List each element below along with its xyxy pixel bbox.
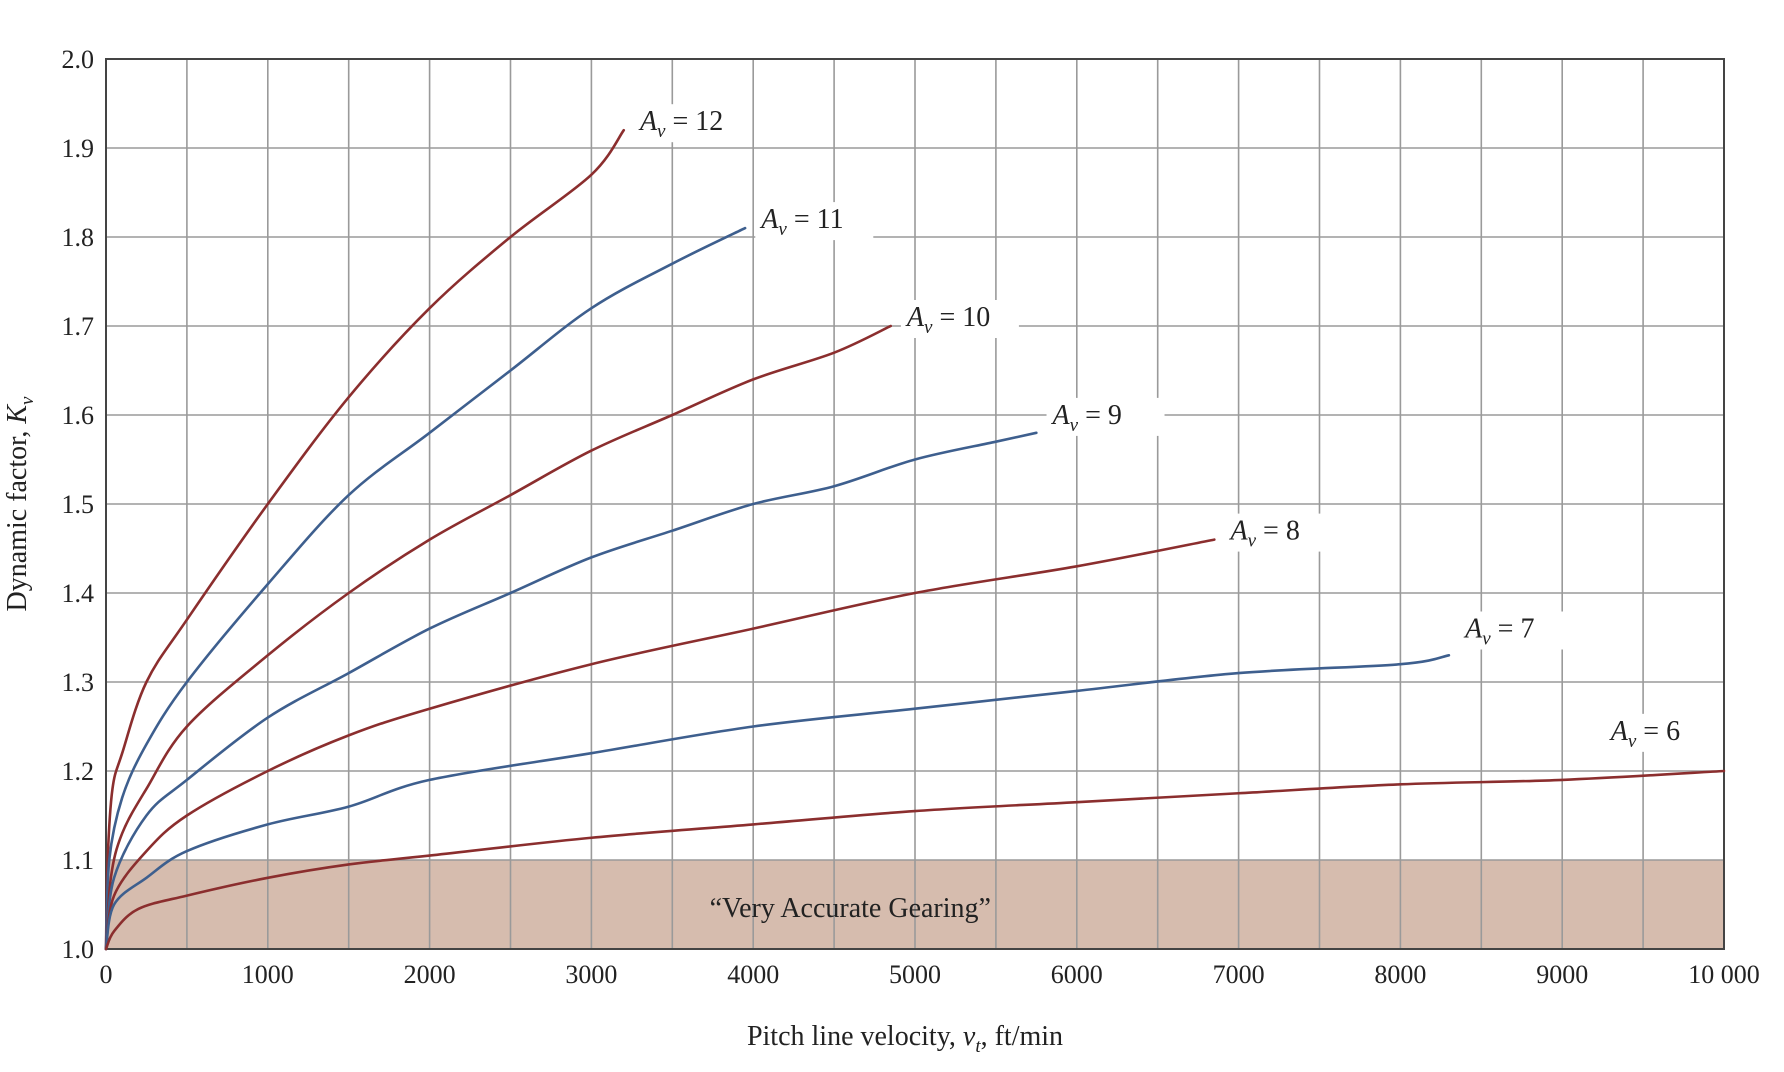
x-tick-label: 7000 — [1213, 960, 1265, 989]
y-axis-title: Dynamic factor, Kv — [2, 396, 38, 611]
series-curve-av6 — [104, 769, 1726, 951]
y-tick-label: 1.1 — [62, 846, 95, 875]
x-axis-title-var: v — [963, 1021, 976, 1052]
x-tick-label: 9000 — [1536, 960, 1588, 989]
y-axis-title-sub: v — [17, 396, 38, 405]
x-tick-labels: 0 1000 2000 3000 4000 5000 6000 7000 8000 9000 10 … — [100, 960, 1760, 989]
y-axis-title-var: K — [2, 404, 33, 425]
region-label: “Very Accurate Gearing” — [710, 893, 991, 924]
gridlines — [105, 58, 1725, 950]
curve-label-av8: Av = 8 — [1229, 516, 1300, 552]
x-tick-label: 3000 — [565, 960, 617, 989]
y-tick-label: 1.9 — [62, 134, 95, 163]
curve-label-bg — [755, 202, 874, 241]
x-axis-title-unit: , ft/min — [981, 1021, 1063, 1052]
curve-label-bg — [900, 300, 1019, 338]
x-axis-title: Pitch line velocity, vt, ft/min — [747, 1021, 1063, 1057]
y-tick-label: 1.7 — [62, 312, 95, 341]
y-tick-label: 2.0 — [62, 45, 95, 74]
y-tick-label: 1.3 — [62, 668, 95, 697]
y-tick-label: 1.5 — [62, 490, 95, 519]
series-curve-av10 — [104, 324, 893, 951]
curve-labels: Av = 12 Av = 11 Av = 10 Av = 9 Av = 8 Av = 7 A… — [633, 104, 1723, 752]
curve-label-av11: Av = 11 — [759, 204, 843, 240]
curve-label-av7: Av = 7 — [1463, 614, 1534, 650]
curve-label-av9: Av = 9 — [1051, 400, 1122, 436]
y-tick-label: 1.2 — [62, 757, 95, 786]
x-tick-label: 4000 — [727, 960, 779, 989]
curve-series — [104, 128, 1726, 951]
x-tick-label: 2000 — [404, 960, 456, 989]
series-curve-av9 — [104, 431, 1038, 951]
series-curve-av11 — [104, 226, 747, 951]
series-curve-av12 — [104, 128, 626, 951]
curve-label-av6: Av = 6 — [1609, 716, 1680, 752]
curve-label-av10: Av = 10 — [905, 302, 990, 338]
x-axis-title-text: Pitch line velocity, — [747, 1021, 963, 1052]
curve-label-bg — [1604, 713, 1723, 752]
x-tick-label: 1000 — [242, 960, 294, 989]
series-curve-av8 — [104, 538, 1216, 951]
y-axis-title-text: Dynamic factor, — [2, 424, 33, 612]
curve-label-bg — [1459, 611, 1578, 650]
x-tick-label: 8000 — [1374, 960, 1426, 989]
curve-label-av12: Av = 12 — [638, 106, 723, 142]
curve-label-bg — [1224, 513, 1343, 552]
series-curve-av7 — [104, 654, 1451, 951]
plot-frame — [105, 58, 1725, 950]
y-tick-label: 1.6 — [62, 401, 95, 430]
x-tick-label: 0 — [100, 960, 113, 989]
x-axis-title-sub: t — [975, 1036, 981, 1057]
y-tick-label: 1.4 — [62, 579, 95, 608]
x-tick-label: 10 000 — [1688, 960, 1760, 989]
y-tick-label: 1.8 — [62, 223, 95, 252]
y-tick-labels: 1.0 1.1 1.2 1.3 1.4 1.5 1.6 1.7 1.8 1.9 2.0 — [62, 45, 95, 964]
curve-label-bg — [1046, 397, 1165, 436]
x-tick-label: 6000 — [1051, 960, 1103, 989]
y-tick-label: 1.0 — [62, 935, 95, 964]
curve-label-bg — [633, 104, 752, 143]
x-tick-label: 5000 — [889, 960, 941, 989]
